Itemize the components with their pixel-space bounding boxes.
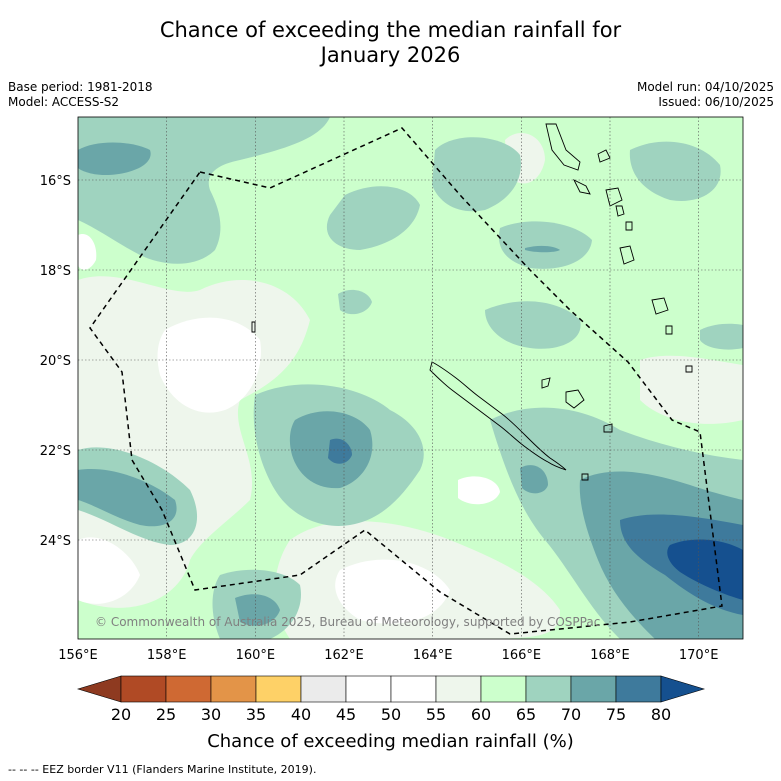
colorbar-tick-label: 70 — [561, 705, 581, 724]
colorbar: 20 25 30 35 40 45 50 55 60 65 70 75 80 — [76, 675, 706, 724]
colorbar-tick-label: 35 — [246, 705, 266, 724]
lat-tick-label: 18°S — [40, 264, 71, 279]
zone-65-70-north-east — [432, 137, 521, 212]
new-caledonia-island — [429, 361, 567, 471]
lat-tick-label: 20°S — [40, 354, 71, 369]
colorbar-segment — [300, 675, 347, 703]
model-run: Model run: 04/10/2025 — [636, 80, 774, 94]
title-line-2: January 2026 — [320, 43, 461, 67]
chesterfield-reef — [251, 321, 256, 333]
zone-65-70-east-top — [629, 141, 721, 201]
colorbar-segment — [255, 675, 302, 703]
colorbar-tick-label: 60 — [471, 705, 491, 724]
zone-75-80-center — [328, 438, 352, 464]
zone-70-75-east-spot — [520, 465, 548, 494]
vanuatu-island-4 — [605, 187, 623, 207]
loyalty-island-1 — [541, 377, 551, 389]
lon-tick-label: 160°E — [236, 648, 276, 663]
colorbar-segment — [480, 675, 527, 703]
lat-tick-label: 24°S — [40, 534, 71, 549]
vanuatu-island-9 — [665, 325, 673, 335]
zone-45-55-sw-edge — [78, 234, 97, 270]
lon-tick-label: 162°E — [324, 648, 364, 663]
zone-45-55-sw — [78, 537, 140, 604]
vanuatu-island-7 — [619, 245, 635, 265]
chart-title: Chance of exceeding the median rainfall … — [0, 18, 781, 68]
lon-tick-label: 158°E — [147, 648, 187, 663]
lat-tick-label: 22°S — [40, 444, 71, 459]
zone-65-70-east-spot — [700, 323, 743, 350]
colorbar-segment — [120, 675, 167, 703]
matthew-island — [685, 365, 693, 373]
colorbar-segment — [210, 675, 257, 703]
colorbar-segment — [615, 675, 662, 703]
meta-left: Base period: 1981-2018 Model: ACCESS-S2 — [8, 80, 153, 110]
colorbar-tick-label: 75 — [606, 705, 626, 724]
issued-date: Issued: 06/10/2025 — [658, 95, 774, 109]
footnote: -- -- -- EEZ border V11 (Flanders Marine… — [8, 763, 317, 776]
zone-65-70-ne — [498, 221, 592, 269]
vanuatu-island-2 — [597, 149, 611, 163]
lat-tick-label: 16°S — [40, 174, 71, 189]
vanuatu-island-3 — [572, 178, 591, 195]
vanuatu-island-5 — [615, 205, 625, 217]
base-period: Base period: 1981-2018 — [8, 80, 153, 94]
colorbar-segment — [345, 675, 392, 703]
zone-45-55-south — [335, 559, 450, 624]
colorbar-tick-label: 50 — [381, 705, 401, 724]
map-frame — [77, 116, 744, 640]
colorbar-segment — [525, 675, 572, 703]
loyalty-island-3 — [603, 423, 613, 433]
colorbar-segment — [390, 675, 437, 703]
zone-55-60-east — [640, 355, 743, 424]
zone-70-75-north-thin — [525, 245, 560, 253]
zone-70-75-sw — [78, 469, 177, 527]
model-name: Model: ACCESS-S2 — [8, 95, 120, 109]
axis-ticks: 156°E 158°E 160°E 162°E 164°E 166°E 168°E 170°E… — [40, 174, 719, 663]
colorbar-over-arrow — [660, 675, 706, 703]
zone-65-70-east-mid — [485, 301, 581, 349]
eez-border — [89, 127, 723, 635]
vanuatu-island-8 — [651, 297, 669, 315]
colorbar-segment — [570, 675, 617, 703]
colorbar-tick-label: 30 — [201, 705, 221, 724]
colorbar-tick-label: 55 — [426, 705, 446, 724]
zone-65-70-mid-spot — [338, 289, 372, 315]
zone-70-75-nw — [78, 142, 151, 175]
colorbar-tick-label: 20 — [111, 705, 131, 724]
zone-70-75-south-mid — [235, 594, 280, 626]
lon-tick-label: 168°E — [590, 648, 630, 663]
colorbar-tick-label: 45 — [336, 705, 356, 724]
zone-over-80-se — [667, 539, 743, 600]
colorbar-label: Chance of exceeding median rainfall (%) — [207, 731, 574, 752]
isle-of-pines — [581, 473, 589, 481]
colorbar-under-arrow — [76, 675, 122, 703]
zone-45-55-west — [157, 317, 261, 413]
copyright-text: © Commonwealth of Australia 2025, Bureau… — [95, 615, 600, 629]
zone-45-55-ne-spot — [458, 476, 500, 505]
lon-tick-label: 156°E — [58, 648, 98, 663]
colorbar-tick-label: 40 — [291, 705, 311, 724]
meta-right: Model run: 04/10/2025 Issued: 06/10/2025 — [637, 80, 774, 110]
colorbar-tick-label: 65 — [516, 705, 536, 724]
zone-65-70-north-mid — [326, 186, 420, 250]
gridlines — [78, 117, 743, 639]
lon-tick-label: 164°E — [413, 648, 453, 663]
loyalty-island-2 — [565, 389, 585, 409]
colorbar-segment — [435, 675, 482, 703]
title-line-1: Chance of exceeding the median rainfall … — [159, 18, 622, 42]
lon-tick-label: 170°E — [679, 648, 719, 663]
map-fields — [78, 117, 743, 639]
colorbar-segment — [165, 675, 212, 703]
colorbar-tick-label: 25 — [156, 705, 176, 724]
colorbar-tick-label: 80 — [651, 705, 671, 724]
vanuatu-island-6 — [625, 221, 633, 231]
lon-tick-label: 166°E — [502, 648, 542, 663]
vanuatu-island-1 — [545, 123, 581, 171]
